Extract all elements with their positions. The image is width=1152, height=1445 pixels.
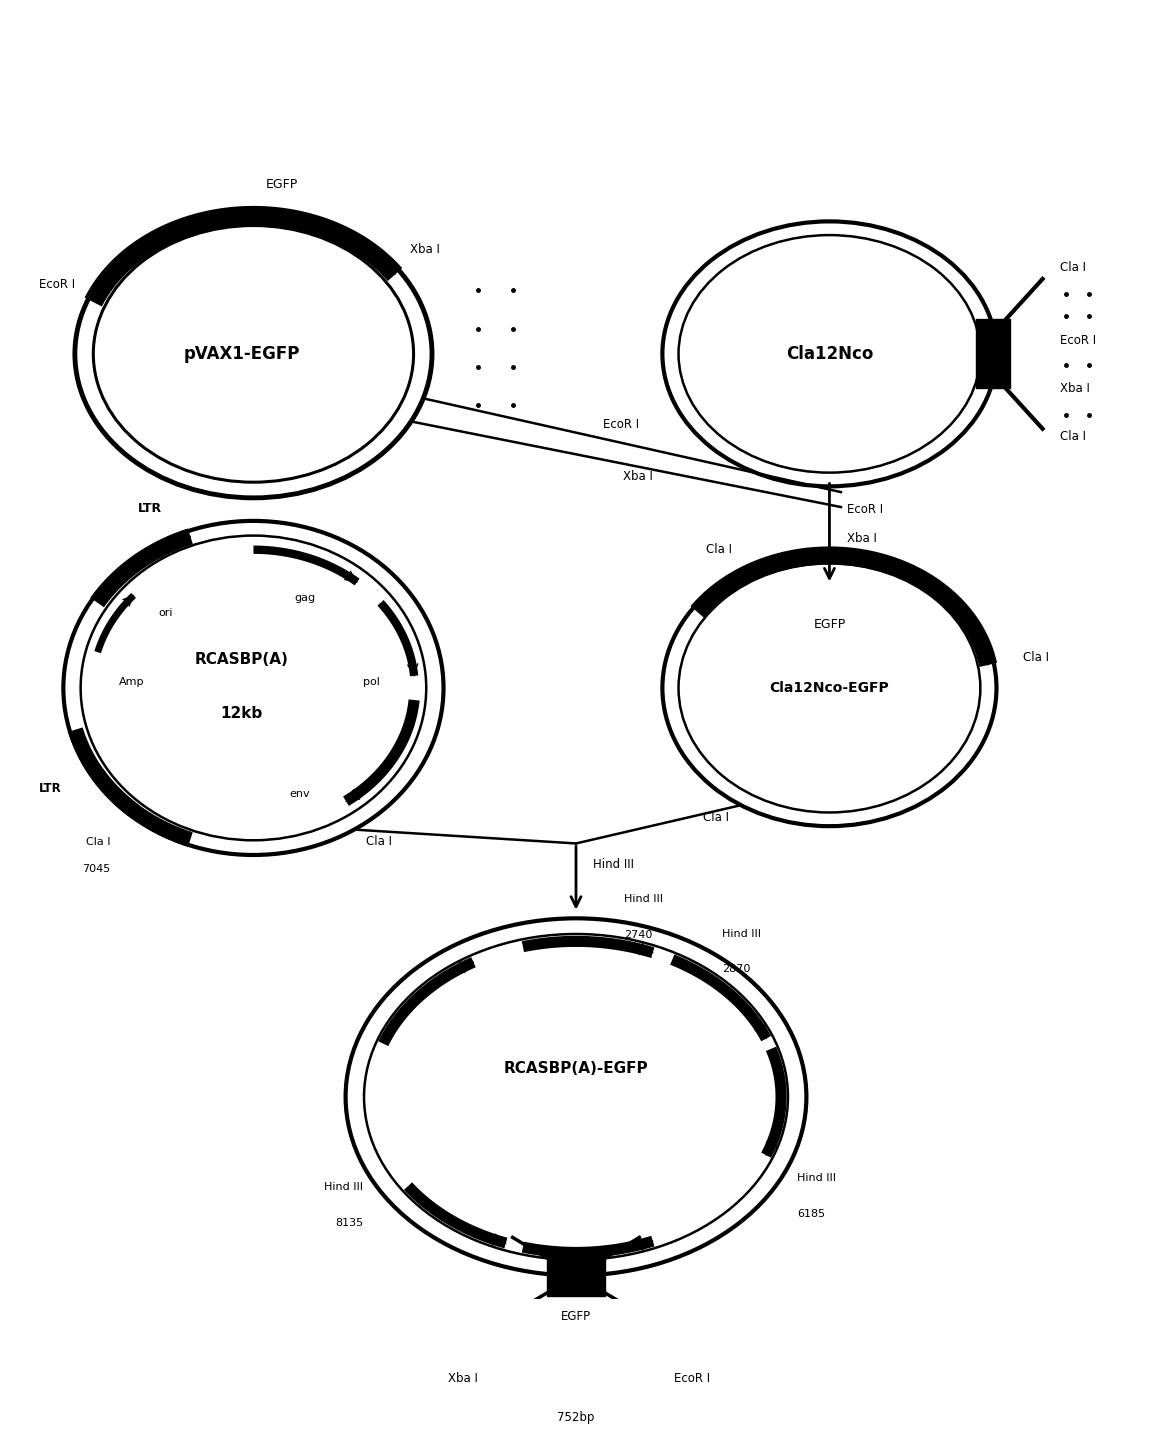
- Text: Xba I: Xba I: [410, 243, 440, 256]
- Bar: [495, 1332, 657, 1357]
- Text: Hind III: Hind III: [593, 858, 635, 871]
- Text: Hind III: Hind III: [797, 1173, 836, 1182]
- Text: EGFP: EGFP: [561, 1311, 591, 1324]
- Text: 7045: 7045: [83, 864, 111, 873]
- Text: env: env: [289, 789, 310, 799]
- Text: LTR: LTR: [138, 501, 162, 514]
- Text: Cla12Nco: Cla12Nco: [786, 345, 873, 363]
- Text: pVAX1-EGFP: pVAX1-EGFP: [183, 345, 301, 363]
- Text: Xba I: Xba I: [622, 470, 652, 483]
- Text: Cla I: Cla I: [1060, 262, 1086, 275]
- Text: Cla I: Cla I: [1023, 650, 1048, 663]
- Text: Hind III: Hind III: [624, 894, 664, 905]
- Text: Cla I: Cla I: [706, 543, 732, 556]
- Text: EcoR I: EcoR I: [39, 279, 75, 292]
- Text: gag: gag: [295, 592, 316, 603]
- Text: EGFP: EGFP: [265, 178, 297, 191]
- Text: ori: ori: [158, 608, 173, 618]
- Text: Cla I: Cla I: [365, 835, 392, 848]
- Text: Hind III: Hind III: [324, 1182, 363, 1192]
- Text: EGFP: EGFP: [813, 618, 846, 631]
- Text: 2740: 2740: [624, 931, 652, 941]
- Text: Xba I: Xba I: [448, 1371, 478, 1384]
- Text: Cla I: Cla I: [704, 811, 729, 824]
- Text: RCASBP(A): RCASBP(A): [195, 652, 289, 666]
- Bar: [547, 1254, 605, 1296]
- Text: Cla12Nco-EGFP: Cla12Nco-EGFP: [770, 681, 889, 695]
- Text: EcoR I: EcoR I: [674, 1371, 710, 1384]
- Text: 12kb: 12kb: [221, 705, 263, 721]
- Text: LTR: LTR: [38, 782, 61, 795]
- Text: Cla I: Cla I: [86, 837, 111, 847]
- Text: Cla I: Cla I: [1060, 431, 1086, 444]
- Text: Amp: Amp: [119, 678, 144, 688]
- Text: 752bp: 752bp: [558, 1412, 594, 1425]
- Text: Hind III: Hind III: [722, 929, 760, 939]
- Text: 6185: 6185: [797, 1209, 826, 1220]
- Bar: [976, 319, 1010, 389]
- Text: Xba I: Xba I: [847, 532, 877, 545]
- Text: Cla I: Cla I: [563, 1287, 589, 1301]
- Text: Xba I: Xba I: [1060, 381, 1090, 394]
- Text: EcoR I: EcoR I: [602, 419, 638, 432]
- Text: RCASBP(A)-EGFP: RCASBP(A)-EGFP: [503, 1061, 649, 1075]
- Text: EcoR I: EcoR I: [847, 503, 882, 516]
- Text: pol: pol: [363, 678, 380, 688]
- Text: 8135: 8135: [335, 1218, 363, 1228]
- Text: EcoR I: EcoR I: [1060, 334, 1096, 347]
- Text: 2870: 2870: [722, 964, 750, 974]
